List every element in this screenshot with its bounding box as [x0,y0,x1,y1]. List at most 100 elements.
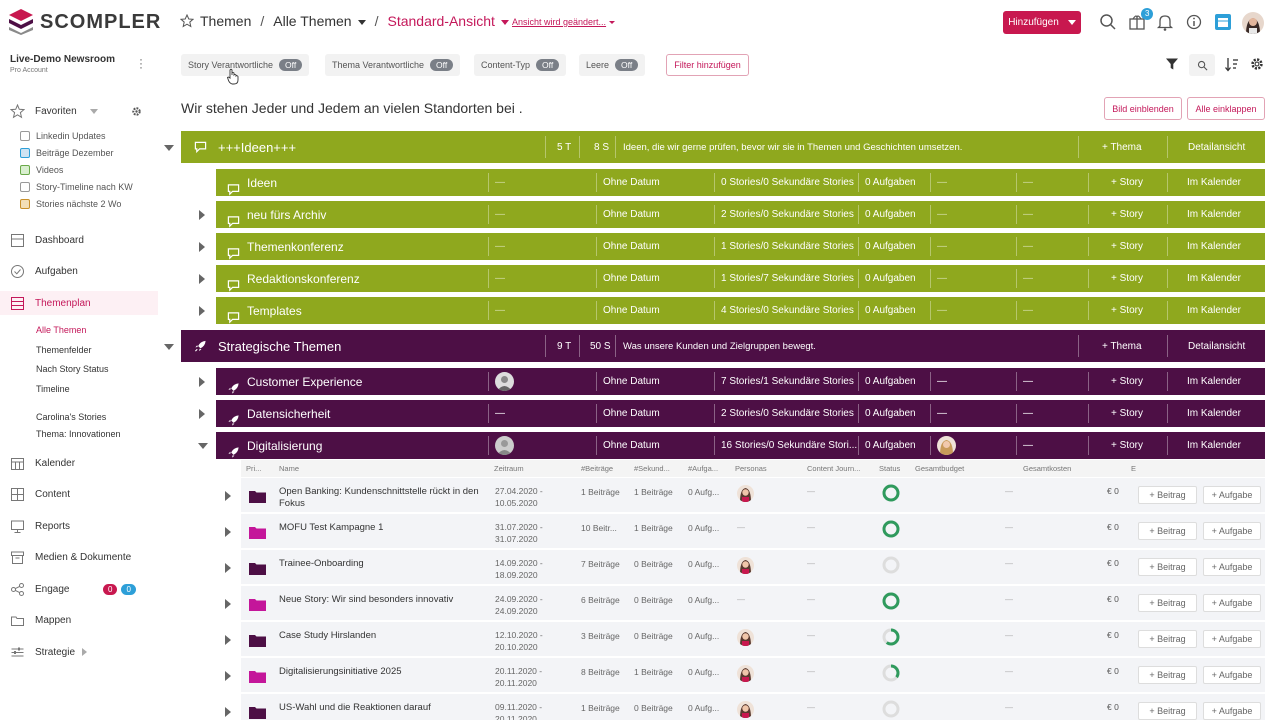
sidebar-item-favoriten[interactable]: Favoriten [0,99,158,123]
favorite-item[interactable]: Beiträge Dezember [20,148,114,158]
add-story-button[interactable]: + Story [1111,273,1143,284]
theme-row[interactable]: Ideen — Ohne Datum 0 Stories/0 Sekundäre… [216,169,1265,196]
table-row[interactable]: Digitalisierungsinitiative 2025 20.11.202… [241,658,1265,693]
theme-row[interactable]: neu fürs Archiv — Ohne Datum 2 Stories/0… [216,201,1265,228]
sidebar-item-themenplan[interactable]: Themenplan [0,291,158,315]
column-header[interactable]: Personas [735,464,767,473]
column-header[interactable]: Name [279,464,300,473]
user-avatar[interactable] [1242,12,1264,34]
expand-toggle-icon[interactable] [199,306,205,316]
table-row[interactable]: Neue Story: Wir sind besonders innovativ… [241,586,1265,621]
expand-toggle-icon[interactable] [199,409,205,419]
in-calendar-button[interactable]: Im Kalender [1187,273,1241,284]
sidebar-item-content[interactable]: Content [0,482,158,506]
add-story-button[interactable]: + Story [1111,305,1143,316]
gear-icon[interactable] [1250,57,1264,71]
sidebar-item-reports[interactable]: Reports [0,514,158,538]
sidebar-item-dashboard[interactable]: Dashboard [0,228,158,252]
add-task-button[interactable]: + Aufgabe [1203,486,1261,504]
sidebar-sub-story-status[interactable]: Nach Story Status [36,364,109,374]
collapse-all-button[interactable]: Alle einklappen [1187,97,1265,120]
sidebar-item-aufgaben[interactable]: Aufgaben [0,259,158,283]
column-header[interactable]: Zeitraum [494,464,524,473]
sort-icon[interactable] [1225,56,1239,72]
column-header[interactable]: Gesamtkosten [1023,464,1072,473]
in-calendar-button[interactable]: Im Kalender [1187,408,1241,419]
filter-theme-owner[interactable]: Thema Verantwortliche Off [325,54,461,76]
add-story-button[interactable]: + Story [1111,241,1143,252]
add-task-button[interactable]: + Aufgabe [1203,522,1261,540]
theme-row[interactable]: Datensicherheit — Ohne Datum 2 Stories/0… [216,400,1265,427]
toggle-off[interactable]: Off [536,59,560,71]
theme-row[interactable]: Templates — Ohne Datum 4 Stories/0 Sekun… [216,297,1265,324]
column-header[interactable]: #Aufga... [688,464,719,473]
column-header[interactable]: Gesamtbudget [915,464,965,473]
favorite-item[interactable]: Story-Timeline nach KW [20,182,133,192]
add-post-button[interactable]: + Beitrag [1138,558,1197,576]
view-changed-link[interactable]: Ansicht wird geändert... [512,17,616,27]
expand-toggle-icon[interactable] [225,599,231,609]
add-task-button[interactable]: + Aufgabe [1203,666,1261,684]
table-row[interactable]: Open Banking: Kundenschnittstelle rückt … [241,478,1265,513]
theme-row[interactable]: Redaktionskonferenz — Ohne Datum 1 Stori… [216,265,1265,292]
column-header[interactable]: Status [879,464,901,473]
add-theme-button[interactable]: + Thema [1102,340,1142,352]
add-button[interactable]: Hinzufügen [1003,11,1081,34]
in-calendar-button[interactable]: Im Kalender [1187,177,1241,188]
saved-view-link[interactable]: Thema: Innovationen [36,429,121,439]
expand-toggle-icon[interactable] [199,274,205,284]
expand-toggle-icon[interactable] [199,242,205,252]
logo[interactable]: SCOMPLER [8,8,161,36]
add-post-button[interactable]: + Beitrag [1138,702,1197,720]
table-row[interactable]: Case Study Hirslanden 12.10.2020 - 20.10.2… [241,622,1265,657]
detail-view-button[interactable]: Detailansicht [1188,340,1246,352]
sidebar-sub-alle-themen[interactable]: Alle Themen [36,325,87,335]
add-post-button[interactable]: + Beitrag [1138,594,1197,612]
add-task-button[interactable]: + Aufgabe [1203,558,1261,576]
gear-icon[interactable] [131,106,142,117]
add-post-button[interactable]: + Beitrag [1138,666,1197,684]
expand-toggle-icon[interactable] [225,491,231,501]
favorite-item[interactable]: Videos [20,165,63,175]
toggle-off[interactable]: Off [615,59,639,71]
table-row[interactable]: US-Wahl und die Reaktionen darauf 09.11.2… [241,694,1265,720]
filter-content-type[interactable]: Content-Typ Off [474,54,567,76]
add-story-button[interactable]: + Story [1111,209,1143,220]
workspace-name[interactable]: Live-Demo Newsroom [10,54,116,65]
bell-icon[interactable] [1155,12,1175,32]
column-header[interactable]: E [1131,464,1137,473]
add-story-button[interactable]: + Story [1111,440,1143,451]
filter-icon[interactable] [1165,57,1179,71]
collapse-toggle-icon[interactable] [164,344,174,350]
search-toggle[interactable] [1189,54,1215,76]
column-header[interactable]: Content Journ... [807,464,861,473]
in-calendar-button[interactable]: Im Kalender [1187,376,1241,387]
expand-toggle-icon[interactable] [225,563,231,573]
add-theme-button[interactable]: + Thema [1102,141,1142,153]
sidebar-sub-themenfelder[interactable]: Themenfelder [36,345,92,355]
sidebar-item-mappen[interactable]: Mappen [0,608,158,632]
toggle-off[interactable]: Off [430,59,454,71]
theme-row[interactable]: Customer Experience Ohne Datum 7 Stories… [216,368,1265,395]
add-story-button[interactable]: + Story [1111,408,1143,419]
column-header[interactable]: #Beiträge [581,464,614,473]
search-icon[interactable] [1098,12,1118,32]
expand-toggle-icon[interactable] [225,671,231,681]
add-story-button[interactable]: + Story [1111,376,1143,387]
add-post-button[interactable]: + Beitrag [1138,630,1197,648]
expand-toggle-icon[interactable] [199,210,205,220]
inbox-icon[interactable] [1127,12,1147,32]
breadcrumb-view[interactable]: Alle Themen [273,13,366,29]
table-row[interactable]: Trainee-Onboarding 14.09.2020 - 18.09.2020… [241,550,1265,585]
in-calendar-button[interactable]: Im Kalender [1187,305,1241,316]
table-row[interactable]: MOFU Test Kampagne 1 31.07.2020 -31.07.20… [241,514,1265,549]
add-task-button[interactable]: + Aufgabe [1203,702,1261,720]
collapse-toggle-icon[interactable] [164,145,174,151]
theme-row[interactable]: Digitalisierung Ohne Datum 16 Stories/0 … [216,432,1265,459]
in-calendar-button[interactable]: Im Kalender [1187,209,1241,220]
column-header[interactable]: #Sekund... [634,464,670,473]
column-header[interactable]: Pri... [246,464,262,473]
in-calendar-button[interactable]: Im Kalender [1187,241,1241,252]
star-icon[interactable] [180,14,194,28]
